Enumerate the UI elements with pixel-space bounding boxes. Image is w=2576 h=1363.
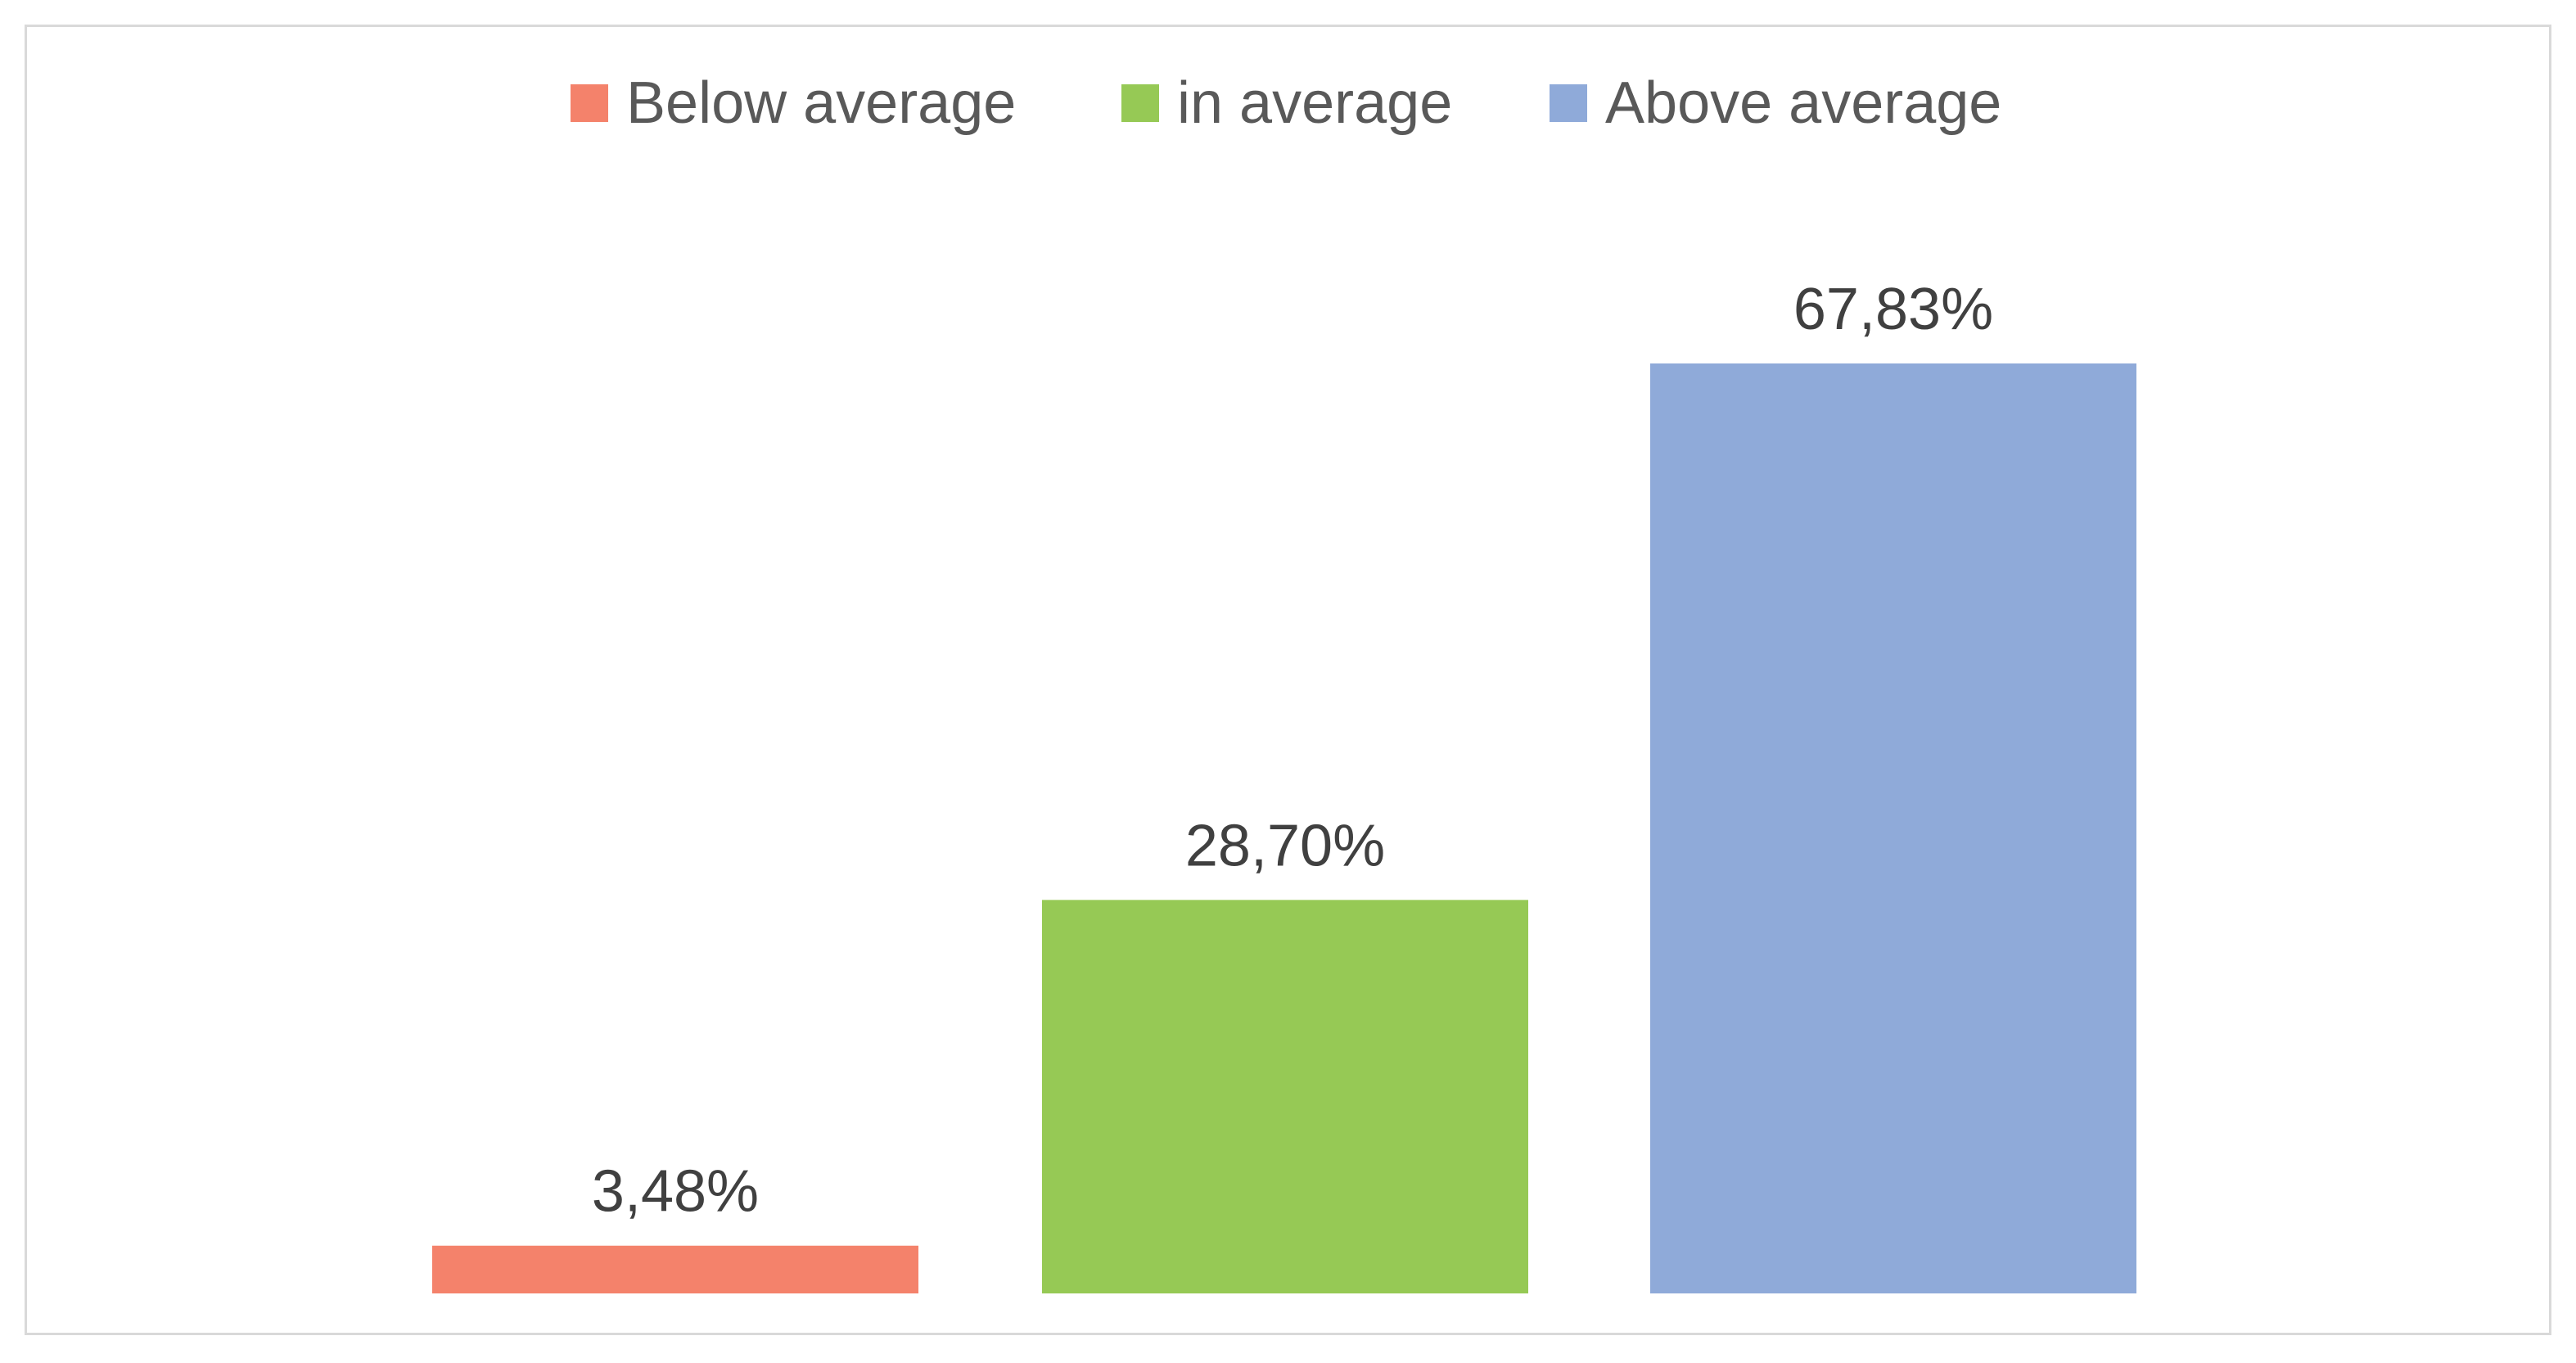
bars-group (432, 363, 2136, 1293)
legend: Below average in average Above average (571, 70, 2001, 136)
legend-label-above-average: Above average (1605, 70, 2001, 136)
data-label-in-average: 28,70% (1185, 813, 1385, 878)
bar-in-average (1042, 900, 1528, 1293)
bar-above-average (1650, 363, 2136, 1293)
data-labels-group: 3,48% 28,70% 67,83% (592, 277, 1993, 1225)
legend-label-in-average: in average (1177, 70, 1452, 136)
legend-swatch-above-average (1550, 84, 1587, 122)
legend-swatch-below-average (571, 84, 608, 122)
data-label-below-average: 3,48% (592, 1159, 759, 1225)
data-label-above-average: 67,83% (1793, 277, 1993, 342)
legend-label-below-average: Below average (626, 70, 1016, 136)
legend-swatch-in-average (1121, 84, 1159, 122)
bar-below-average (432, 1245, 918, 1293)
